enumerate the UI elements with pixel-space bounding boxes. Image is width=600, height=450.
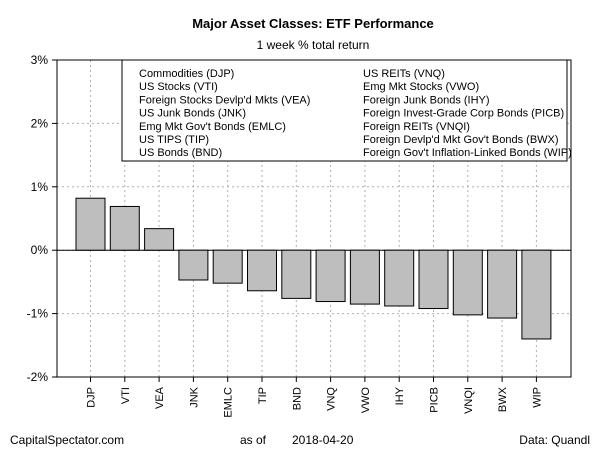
bar-vti: [109, 205, 140, 251]
x-tick-label: WIP: [531, 387, 543, 408]
bar-vnqi: [452, 249, 483, 316]
x-tick-label: VEA: [154, 386, 166, 409]
bars: [75, 197, 552, 340]
legend-entry: Foreign Devlp'd Mkt Gov't Bonds (BWX): [363, 134, 559, 146]
x-tick-label: EMLC: [223, 387, 235, 418]
legend-entry: US Bonds (BND): [139, 147, 222, 159]
bar-jnk: [178, 249, 209, 281]
legend-entry: Emg Mkt Stocks (VWO): [363, 81, 479, 93]
bar-vwo: [349, 249, 380, 305]
bar-vnq: [315, 249, 346, 303]
legend-entry: Foreign Gov't Inflation-Linked Bonds (WI…: [363, 147, 572, 159]
legend-entry: US Junk Bonds (JNK): [139, 108, 246, 120]
x-tick-label: BWX: [497, 386, 509, 412]
footer-date-prefix: as of: [240, 433, 267, 447]
x-tick-label: VNQ: [326, 387, 338, 411]
y-tick-label: 2%: [31, 116, 49, 130]
y-tick-label: 0%: [31, 243, 49, 257]
bar-djp: [75, 197, 106, 251]
footer-date: 2018-04-20: [292, 433, 354, 447]
bar-vea: [144, 228, 175, 251]
bar-bnd: [281, 249, 312, 299]
chart-title: Major Asset Classes: ETF Performance: [192, 16, 434, 31]
y-tick-label: -1%: [27, 307, 49, 321]
legend-entry: US Stocks (VTI): [139, 81, 218, 93]
x-tick-label: IHY: [394, 386, 406, 405]
y-tick-label: 1%: [31, 180, 49, 194]
legend-entry: Foreign Stocks Devlp'd Mkts (VEA): [139, 94, 310, 106]
y-axis: -2% -1% 0% 1% 2% 3%: [27, 53, 57, 384]
legend-entry: US REITs (VNQ): [363, 68, 445, 80]
x-tick-label: JNK: [188, 386, 200, 407]
x-tick-label: DJP: [86, 387, 98, 408]
bar-tip: [247, 249, 277, 292]
x-tick-label: VWO: [360, 387, 372, 414]
x-tick-label: PICB: [429, 387, 441, 413]
legend-entry: Commodities (DJP): [139, 68, 234, 80]
x-tick-label: BND: [291, 387, 303, 410]
legend-entry: Emg Mkt Gov't Bonds (EMLC): [139, 121, 286, 133]
y-tick-label: 3%: [31, 53, 49, 67]
bar-bwx: [487, 249, 518, 319]
footer-source: CapitalSpectator.com: [10, 433, 124, 447]
legend-entry: Foreign Junk Bonds (IHY): [363, 94, 490, 106]
bar-ihy: [384, 249, 415, 307]
plot-frame: [56, 59, 572, 378]
y-tick-label: -2%: [27, 370, 49, 384]
bar-emlc: [212, 249, 243, 284]
legend-entry: Foreign Invest-Grade Corp Bonds (PICB): [363, 108, 564, 120]
bar-wip: [521, 249, 552, 340]
x-tick-label: VTI: [120, 387, 132, 404]
footer-data-credit: Data: Quandl: [519, 433, 590, 447]
x-axis: DJP VTI VEA JNK EMLC TIP BND VNQ VWO IHY PICB VNQI B…: [86, 377, 543, 418]
x-tick-label: TIP: [257, 387, 269, 404]
legend-entry: Foreign REITs (VNQI): [363, 121, 470, 133]
legend-entry: US TIPS (TIP): [139, 134, 209, 146]
legend-entries: Commodities (DJP)US Stocks (VTI)Foreign …: [139, 68, 572, 159]
chart-subtitle: 1 week % total return: [257, 38, 370, 52]
x-tick-label: VNQI: [463, 387, 475, 414]
bar-picb: [418, 249, 449, 310]
